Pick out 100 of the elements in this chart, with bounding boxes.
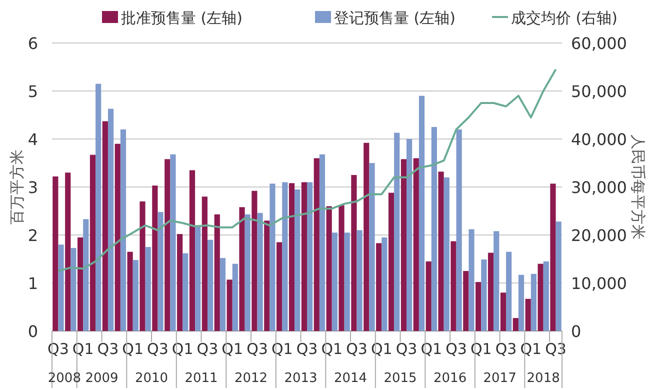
bar bbox=[232, 264, 238, 331]
bar bbox=[543, 261, 549, 331]
text: 2009 bbox=[85, 371, 118, 386]
bar bbox=[525, 298, 531, 331]
bar bbox=[344, 232, 350, 331]
bar bbox=[58, 244, 64, 331]
y-tick-label: 5 bbox=[28, 82, 38, 101]
bar bbox=[239, 207, 245, 331]
bar bbox=[189, 170, 196, 331]
bar bbox=[406, 139, 412, 331]
bar bbox=[494, 231, 500, 331]
bar bbox=[114, 144, 120, 331]
bar bbox=[500, 292, 506, 331]
bar bbox=[418, 96, 425, 331]
line-series bbox=[57, 68, 557, 272]
legend-label: 登记预售量 (左轴) bbox=[334, 9, 456, 27]
bar bbox=[158, 212, 164, 331]
y2-tick-label: 40,000 bbox=[571, 130, 627, 149]
x-tick-label: Q3 bbox=[296, 340, 318, 358]
bar bbox=[364, 142, 370, 331]
bar bbox=[488, 252, 494, 331]
bar bbox=[177, 234, 183, 331]
text: 2015 bbox=[384, 371, 417, 386]
x-tick-label: Q3 bbox=[97, 340, 119, 358]
y2-tick-label: 20,000 bbox=[571, 226, 627, 245]
bar bbox=[512, 318, 518, 331]
bar bbox=[413, 158, 419, 331]
x-tick-label: Q3 bbox=[446, 340, 467, 358]
x-tick-label: Q1 bbox=[470, 340, 492, 358]
bar bbox=[276, 242, 282, 331]
bar bbox=[264, 220, 270, 331]
text: 2018 bbox=[526, 371, 560, 386]
x-tick-label: Q1 bbox=[420, 340, 442, 358]
bar bbox=[120, 129, 126, 331]
x-tick-label: Q1 bbox=[122, 340, 144, 358]
text: 2013 bbox=[284, 371, 318, 386]
text: 2008 bbox=[48, 371, 81, 386]
bar bbox=[456, 129, 462, 331]
x-tick-label: Q1 bbox=[222, 340, 244, 358]
bar bbox=[90, 154, 96, 331]
bar bbox=[550, 184, 556, 331]
x-tick-label: Q3 bbox=[48, 340, 69, 358]
bar bbox=[132, 260, 138, 331]
bar bbox=[530, 274, 536, 331]
x-tick-label: Q1 bbox=[321, 340, 343, 358]
bar bbox=[170, 154, 176, 331]
bar bbox=[288, 183, 295, 331]
x-tick-label: Q1 bbox=[172, 340, 194, 358]
bar bbox=[438, 172, 444, 331]
bar bbox=[394, 132, 400, 331]
y2-tick-label: 50,000 bbox=[571, 82, 627, 101]
bar bbox=[319, 154, 326, 331]
bar bbox=[164, 159, 170, 331]
bar bbox=[252, 190, 258, 331]
bar bbox=[518, 274, 524, 331]
bar bbox=[476, 282, 482, 331]
bar bbox=[244, 214, 250, 331]
y-axis-title: 百万平方米 bbox=[8, 150, 26, 224]
bar bbox=[400, 159, 407, 331]
bar bbox=[388, 192, 394, 331]
bar bbox=[182, 253, 188, 331]
x-tick-label: Q3 bbox=[246, 340, 268, 358]
text: 2012 bbox=[234, 371, 268, 386]
y-tick-label: 2 bbox=[28, 226, 38, 245]
x-tick-label: Q1 bbox=[72, 340, 94, 358]
bar bbox=[294, 189, 300, 331]
bar bbox=[226, 280, 232, 331]
bar bbox=[257, 212, 263, 331]
bar bbox=[220, 258, 226, 331]
text: 2010 bbox=[134, 371, 168, 386]
y-tick-label: 6 bbox=[28, 34, 38, 53]
text: 2016 bbox=[434, 371, 467, 386]
x-tick-label: Q3 bbox=[147, 340, 168, 358]
bar bbox=[506, 252, 512, 331]
text: 2014 bbox=[334, 371, 368, 386]
bar bbox=[468, 229, 474, 331]
bar bbox=[307, 182, 313, 331]
bar bbox=[326, 206, 332, 331]
bar bbox=[96, 84, 102, 331]
bar bbox=[270, 184, 276, 331]
bar bbox=[207, 240, 214, 331]
bar bbox=[65, 172, 71, 331]
y2-tick-label: 30,000 bbox=[571, 178, 627, 197]
bar bbox=[70, 248, 76, 331]
x-tick-label: Q1 bbox=[370, 340, 392, 358]
y2-tick-label: 0 bbox=[571, 322, 582, 341]
y2-tick-label: 60,000 bbox=[571, 34, 627, 53]
y-tick-label: 0 bbox=[28, 322, 38, 341]
bar bbox=[202, 196, 208, 331]
bar bbox=[538, 264, 544, 331]
bar bbox=[314, 158, 320, 331]
y-tick-label: 4 bbox=[28, 130, 38, 149]
bar bbox=[301, 182, 307, 331]
x-tick-label: Q3 bbox=[495, 340, 517, 358]
x-tick-label: Q3 bbox=[346, 340, 368, 358]
legend-label: 成交均价 (右轴) bbox=[511, 9, 618, 27]
bar bbox=[556, 222, 562, 331]
bar bbox=[195, 225, 201, 331]
x-tick-label: Q1 bbox=[520, 340, 542, 358]
bar bbox=[152, 186, 158, 331]
